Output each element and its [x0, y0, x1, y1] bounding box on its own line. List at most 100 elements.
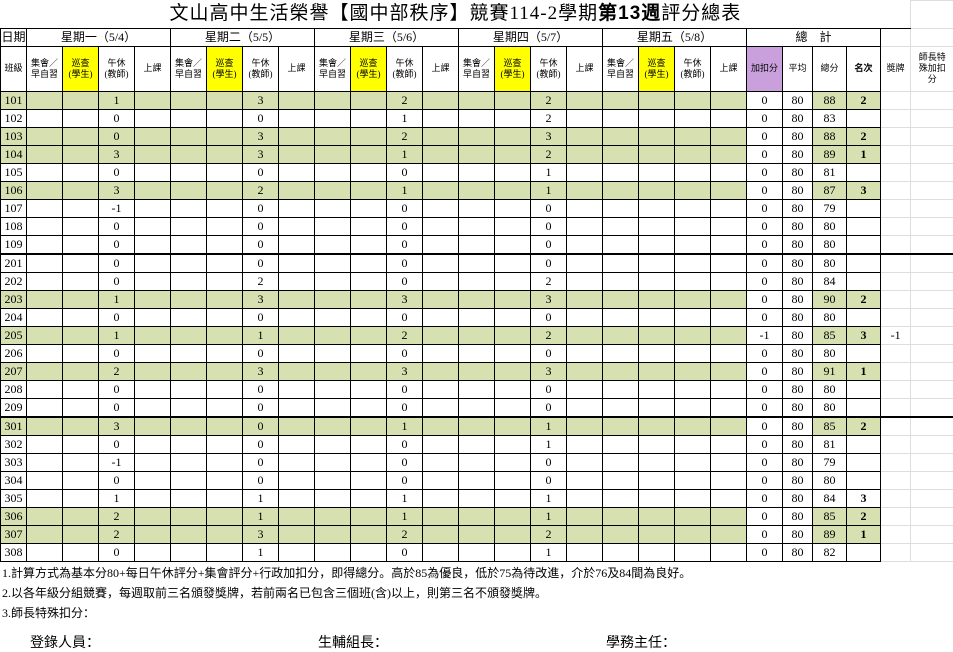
score-cell — [206, 180, 243, 200]
score-cell — [710, 126, 747, 146]
score-cell — [62, 90, 99, 110]
total: 79 — [812, 198, 847, 218]
score-cell — [26, 434, 63, 454]
score-cell — [674, 434, 711, 454]
score-cell: 0 — [530, 452, 567, 472]
column-header: 午休 (教師) — [98, 45, 135, 92]
rank — [846, 271, 881, 291]
score-cell — [314, 325, 351, 345]
score-cell — [422, 397, 459, 418]
score-cell: 1 — [386, 108, 423, 128]
header-line: (學生) — [356, 68, 381, 79]
medal-label: 獎牌 — [879, 45, 912, 92]
score-cell — [26, 325, 63, 345]
score-cell — [458, 216, 495, 236]
score-cell: 3 — [530, 126, 567, 146]
score-cell — [206, 162, 243, 182]
bonus: 0 — [746, 542, 783, 562]
score-cell — [350, 216, 387, 236]
class: 201 — [0, 253, 27, 273]
score-cell — [602, 343, 639, 363]
total: 81 — [812, 162, 847, 182]
total: 79 — [812, 452, 847, 472]
score-cell — [602, 271, 639, 291]
score-cell — [206, 470, 243, 490]
score-cell — [710, 198, 747, 218]
score-cell — [638, 126, 675, 146]
score-cell — [62, 144, 99, 164]
score-cell — [494, 488, 531, 508]
score-cell — [134, 144, 171, 164]
class-label: 班級 — [0, 45, 27, 92]
score-cell — [494, 397, 531, 418]
score-cell — [566, 307, 603, 327]
medal: -1 — [879, 325, 912, 345]
score-cell: 0 — [242, 198, 279, 218]
blank — [879, 27, 912, 47]
score-cell — [170, 234, 207, 255]
score-cell — [314, 343, 351, 363]
score-cell — [314, 379, 351, 399]
header-line: 早自習 — [174, 68, 202, 79]
average: 80 — [782, 506, 813, 526]
score-cell — [638, 397, 675, 418]
column-header: 巡查 (學生) — [494, 45, 531, 92]
score-cell — [710, 361, 747, 381]
score-cell — [26, 307, 63, 327]
score-cell: -1 — [98, 198, 135, 218]
score-cell — [314, 289, 351, 309]
score-cell — [422, 470, 459, 490]
column-header: 上課 — [710, 45, 747, 92]
score-cell — [494, 361, 531, 381]
title-row: 文山高中生活榮譽【國中部秩序】競賽114-2學期第13週評分總表 — [0, 0, 953, 29]
score-cell — [170, 180, 207, 200]
score-cell — [566, 542, 603, 562]
score-cell — [170, 90, 207, 110]
score-cell — [674, 289, 711, 309]
medal — [879, 524, 912, 544]
score-cell — [674, 108, 711, 128]
score-cell — [566, 216, 603, 236]
score-cell — [458, 307, 495, 327]
header-line: (教師) — [104, 68, 129, 79]
score-cell — [566, 234, 603, 255]
score-cell — [710, 216, 747, 236]
rank — [846, 108, 881, 128]
score-cell — [350, 452, 387, 472]
score-cell — [206, 144, 243, 164]
score-cell — [134, 234, 171, 255]
score-cell — [26, 542, 63, 562]
data-row: 308 0 1 0 1 0 80 82 — [0, 542, 953, 562]
class: 207 — [0, 361, 27, 381]
data-row: 204 0 0 0 0 0 80 80 — [0, 307, 953, 327]
score-cell: 0 — [530, 234, 567, 255]
medal — [879, 397, 912, 418]
class: 209 — [0, 397, 27, 418]
score-cell — [206, 289, 243, 309]
header-line: 午休 — [395, 57, 414, 68]
score-cell — [710, 180, 747, 200]
total: 89 — [812, 144, 847, 164]
score-cell: 3 — [530, 361, 567, 381]
score-cell — [422, 162, 459, 182]
medal — [879, 542, 912, 562]
score-cell — [602, 452, 639, 472]
score-cell — [566, 506, 603, 526]
bonus: 0 — [746, 162, 783, 182]
score-cell — [638, 271, 675, 291]
medal — [879, 126, 912, 146]
average: 80 — [782, 307, 813, 327]
score-cell — [206, 198, 243, 218]
header-line: 殊加扣 — [918, 63, 946, 73]
score-cell — [26, 452, 63, 472]
score-cell — [206, 416, 243, 436]
average: 80 — [782, 144, 813, 164]
score-cell: 0 — [98, 434, 135, 454]
score-cell — [26, 216, 63, 236]
average: 80 — [782, 397, 813, 418]
header-line: (教師) — [680, 68, 705, 79]
score-cell — [206, 234, 243, 255]
header-line: 午休 — [251, 57, 270, 68]
data-row: 302 0 0 0 1 0 80 81 — [0, 434, 953, 454]
total: 85 — [812, 416, 847, 436]
